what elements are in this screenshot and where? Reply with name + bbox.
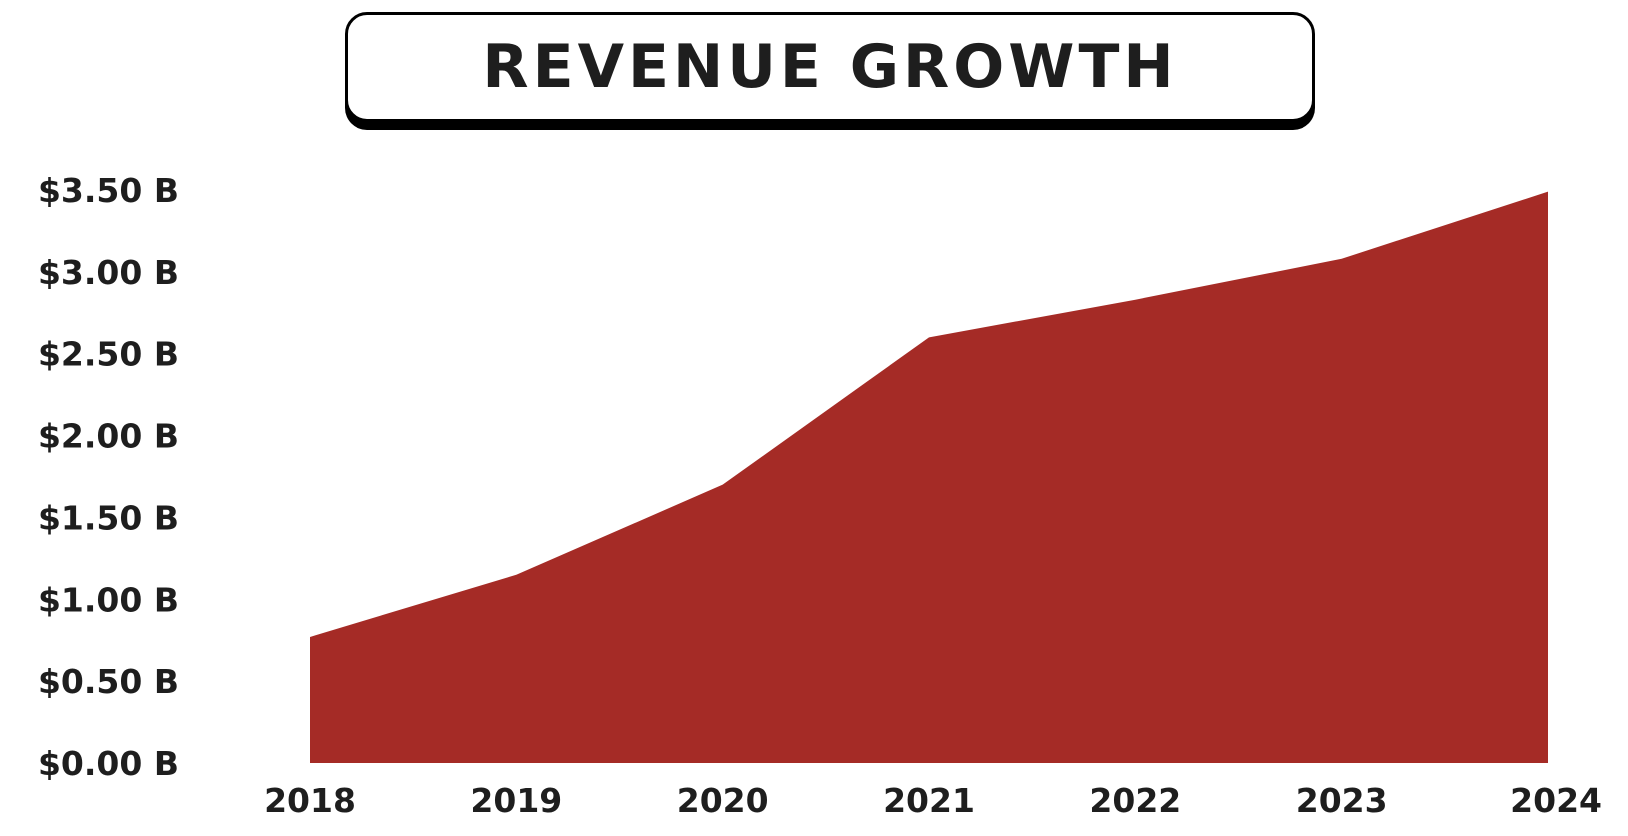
x-tick-label: 2019 [470, 781, 562, 820]
x-axis: 2018 2019 2020 2021 2022 2023 2024 [264, 781, 1602, 820]
x-tick-label: 2018 [264, 781, 356, 820]
x-tick-label: 2022 [1089, 781, 1181, 820]
plot-area [310, 191, 1548, 763]
y-tick-label: $1.00 B [38, 580, 179, 619]
y-axis: $0.00 B $0.50 B $1.00 B $1.50 B $2.00 B $2.50… [38, 171, 179, 783]
y-tick-label: $0.00 B [38, 744, 179, 783]
y-tick-label: $2.00 B [38, 417, 179, 456]
chart-title: REVENUE GROWTH [482, 32, 1178, 102]
y-tick-label: $0.50 B [38, 662, 179, 701]
x-tick-label: 2021 [883, 781, 975, 820]
x-tick-label: 2020 [677, 781, 769, 820]
y-tick-label: $3.50 B [38, 171, 179, 210]
revenue-area [310, 191, 1548, 763]
y-tick-label: $3.00 B [38, 253, 179, 292]
x-tick-label: 2023 [1296, 781, 1388, 820]
chart-title-box: REVENUE GROWTH [345, 12, 1315, 130]
chart-title-frame: REVENUE GROWTH [345, 12, 1315, 122]
x-tick-label: 2024 [1510, 781, 1602, 820]
y-tick-label: $1.50 B [38, 498, 179, 537]
y-tick-label: $2.50 B [38, 335, 179, 374]
